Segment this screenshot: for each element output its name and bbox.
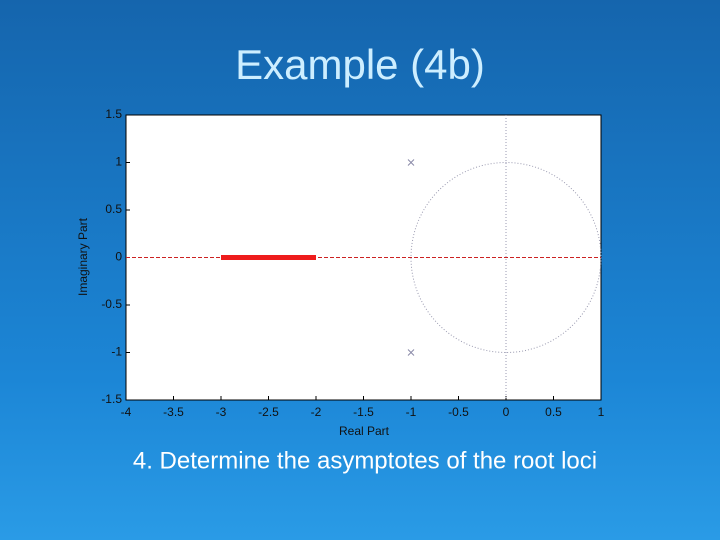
caption: 4. Determine the asymptotes of the root … bbox=[133, 447, 597, 474]
pole bbox=[407, 349, 415, 356]
x-tick-label: -1 bbox=[406, 405, 417, 419]
y-tick-label: 0.5 bbox=[105, 202, 122, 216]
y-tick-label: -1 bbox=[111, 345, 122, 359]
x-tick-label: 0.5 bbox=[545, 405, 562, 419]
y-axis-label: Imaginary Part bbox=[76, 217, 90, 296]
y-tick-label: 0 bbox=[115, 250, 122, 264]
x-tick-label: -1.5 bbox=[353, 405, 374, 419]
x-tick-label: -0.5 bbox=[448, 405, 469, 419]
y-tick-label: 1.5 bbox=[105, 107, 122, 121]
x-tick-label: 1 bbox=[598, 405, 605, 419]
x-axis-label: Real Part bbox=[339, 424, 390, 438]
x-tick-label: -2.5 bbox=[258, 405, 279, 419]
x-tick-label: -3.5 bbox=[163, 405, 184, 419]
y-tick-label: -0.5 bbox=[101, 297, 122, 311]
y-tick-label: -1.5 bbox=[101, 392, 122, 406]
x-tick-label: -3 bbox=[216, 405, 227, 419]
x-tick-label: -4 bbox=[121, 405, 132, 419]
x-tick-label: 0 bbox=[503, 405, 510, 419]
x-tick-label: -2 bbox=[311, 405, 322, 419]
slide-title: Example (4b) bbox=[235, 41, 485, 88]
pole bbox=[407, 159, 415, 166]
y-tick-label: 1 bbox=[115, 155, 122, 169]
